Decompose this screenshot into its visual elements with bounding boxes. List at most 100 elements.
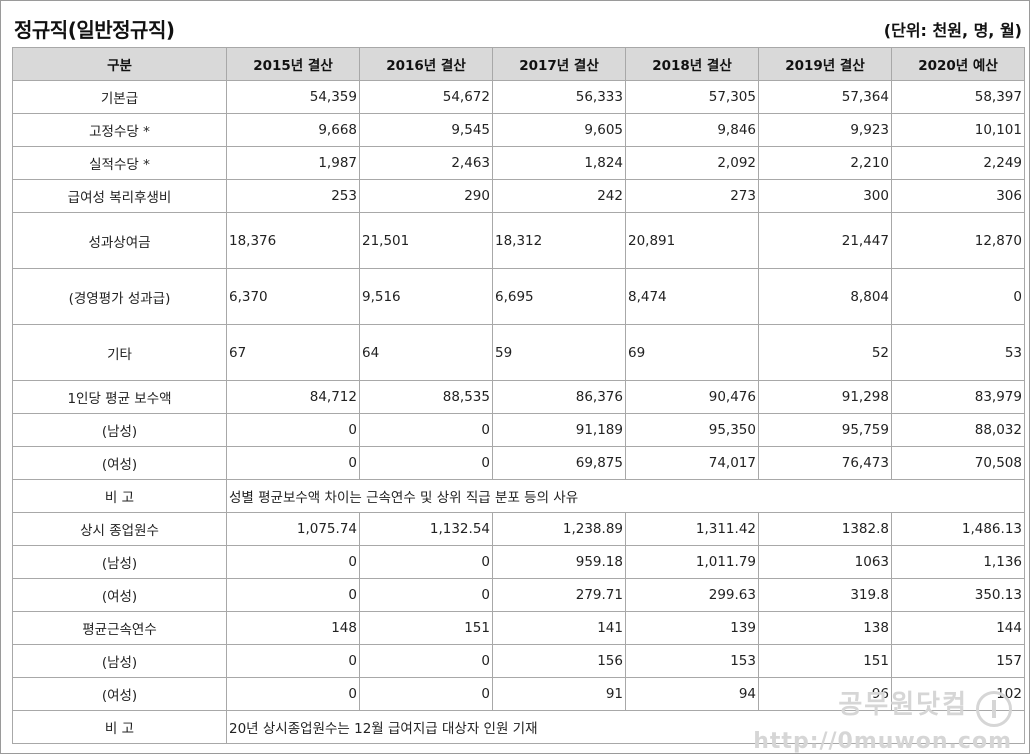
table-cell: 53 [891, 324, 1025, 381]
table-cell: 0 [226, 413, 360, 447]
table-cell: 157 [891, 644, 1025, 678]
table-cell: 1,136 [891, 545, 1025, 579]
remark-cell: 20년 상시종업원수는 12월 급여지급 대상자 인원 기재 [226, 710, 1025, 744]
table-cell: 57,305 [625, 80, 759, 114]
table-row-welfare: 급여성 복리후생비 253 290 242 273 300 306 [12, 179, 1025, 213]
table-cell: 148 [226, 611, 360, 645]
table-cell: 64 [359, 324, 493, 381]
table-row-tenure-male: (남성) 0 0 156 153 151 157 [12, 644, 1025, 678]
table-cell: 95,759 [758, 413, 892, 447]
table-cell: 156 [492, 644, 626, 678]
table-row-avg-pay-female: (여성) 0 0 69,875 74,017 76,473 70,508 [12, 446, 1025, 480]
header-2018: 2018년 결산 [625, 47, 759, 81]
table-cell: 319.8 [758, 578, 892, 612]
table-cell: 1,238.89 [492, 512, 626, 546]
table-row-remark-employees: 비 고 20년 상시종업원수는 12월 급여지급 대상자 인원 기재 [12, 710, 1025, 744]
table-cell: 9,668 [226, 113, 360, 147]
table-cell: 0 [359, 578, 493, 612]
table-cell: 58,397 [891, 80, 1025, 114]
table-cell: 9,605 [492, 113, 626, 147]
table-cell: 0 [226, 545, 360, 579]
row-label: 급여성 복리후생비 [12, 179, 227, 213]
row-label: (남성) [12, 545, 227, 579]
row-label: 고정수당 * [12, 113, 227, 147]
table-cell: 2,249 [891, 146, 1025, 180]
row-label: 기타 [12, 324, 227, 381]
table-cell: 54,359 [226, 80, 360, 114]
row-label: (여성) [12, 446, 227, 480]
table-cell: 90,476 [625, 380, 759, 414]
row-label: 실적수당 * [12, 146, 227, 180]
row-label: 상시 종업원수 [12, 512, 227, 546]
unit-label: (단위: 천원, 명, 월) [883, 21, 1022, 40]
table-cell: 2,210 [758, 146, 892, 180]
table-cell: 70,508 [891, 446, 1025, 480]
table-cell: 83,979 [891, 380, 1025, 414]
table-cell: 86,376 [492, 380, 626, 414]
table-row-evaluation-bonus: (경영평가 성과급) 6,370 9,516 6,695 8,474 8,804… [12, 268, 1025, 325]
row-label: (여성) [12, 578, 227, 612]
table-cell: 18,376 [226, 212, 360, 269]
row-label: 비 고 [12, 710, 227, 744]
table-cell: 67 [226, 324, 360, 381]
table-cell: 1382.8 [758, 512, 892, 546]
table-cell: 95,350 [625, 413, 759, 447]
table-row-bonus: 성과상여금 18,376 21,501 18,312 20,891 21,447… [12, 212, 1025, 269]
table-cell: 300 [758, 179, 892, 213]
table-cell: 88,032 [891, 413, 1025, 447]
table-cell: 6,695 [492, 268, 626, 325]
table-cell: 74,017 [625, 446, 759, 480]
row-label: (남성) [12, 644, 227, 678]
table-cell: 1063 [758, 545, 892, 579]
row-label: (남성) [12, 413, 227, 447]
table-cell: 9,846 [625, 113, 759, 147]
remark-cell: 성별 평균보수액 차이는 근속연수 및 상위 직급 분포 등의 사유 [226, 479, 1025, 513]
table-cell: 18,312 [492, 212, 626, 269]
table-row-employees-female: (여성) 0 0 279.71 299.63 319.8 350.13 [12, 578, 1025, 612]
table-cell: 94 [625, 677, 759, 711]
header-2019: 2019년 결산 [758, 47, 892, 81]
table-cell: 0 [891, 268, 1025, 325]
table-cell: 139 [625, 611, 759, 645]
table-cell: 9,923 [758, 113, 892, 147]
table-cell: 59 [492, 324, 626, 381]
table-row-etc: 기타 67 64 59 69 52 53 [12, 324, 1025, 381]
table-cell: 52 [758, 324, 892, 381]
table-cell: 299.63 [625, 578, 759, 612]
table-row-employees: 상시 종업원수 1,075.74 1,132.54 1,238.89 1,311… [12, 512, 1025, 546]
table-cell: 0 [226, 578, 360, 612]
table-cell: 279.71 [492, 578, 626, 612]
table-cell: 84,712 [226, 380, 360, 414]
table-row-remark-pay: 비 고 성별 평균보수액 차이는 근속연수 및 상위 직급 분포 등의 사유 [12, 479, 1025, 513]
table-cell: 2,463 [359, 146, 493, 180]
table-cell: 8,474 [625, 268, 759, 325]
header-2017: 2017년 결산 [492, 47, 626, 81]
table-cell: 57,364 [758, 80, 892, 114]
row-label: 비 고 [12, 479, 227, 513]
table-cell: 54,672 [359, 80, 493, 114]
table-cell: 0 [226, 677, 360, 711]
header-row: 구분 2015년 결산 2016년 결산 2017년 결산 2018년 결산 2… [12, 47, 1025, 81]
table-cell: 56,333 [492, 80, 626, 114]
table-row-avg-pay: 1인당 평균 보수액 84,712 88,535 86,376 90,476 9… [12, 380, 1025, 414]
table-cell: 306 [891, 179, 1025, 213]
table-cell: 1,486.13 [891, 512, 1025, 546]
table-cell: 141 [492, 611, 626, 645]
table-row-performance-allowance: 실적수당 * 1,987 2,463 1,824 2,092 2,210 2,2… [12, 146, 1025, 180]
table-cell: 1,824 [492, 146, 626, 180]
header-2016: 2016년 결산 [359, 47, 493, 81]
table-cell: 6,370 [226, 268, 360, 325]
table-cell: 151 [758, 644, 892, 678]
table-row-fixed-allowance: 고정수당 * 9,668 9,545 9,605 9,846 9,923 10,… [12, 113, 1025, 147]
row-label: 1인당 평균 보수액 [12, 380, 227, 414]
row-label: (경영평가 성과급) [12, 268, 227, 325]
header-2020: 2020년 예산 [891, 47, 1025, 81]
table-cell: 0 [359, 644, 493, 678]
table-cell: 20,891 [625, 212, 759, 269]
table-cell: 9,516 [359, 268, 493, 325]
table-cell: 21,501 [359, 212, 493, 269]
table-cell: 144 [891, 611, 1025, 645]
table-cell: 1,011.79 [625, 545, 759, 579]
row-label: 평균근속연수 [12, 611, 227, 645]
row-label: 기본급 [12, 80, 227, 114]
